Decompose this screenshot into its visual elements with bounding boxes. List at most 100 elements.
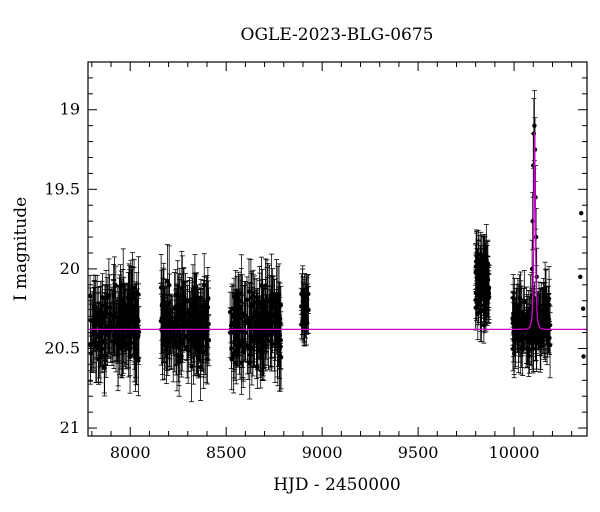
data-point: [179, 334, 185, 378]
data-point-marker: [520, 347, 525, 352]
data-point: [175, 295, 181, 350]
data-point-marker: [514, 312, 520, 317]
data-point-marker: [199, 319, 204, 324]
data-point: [579, 210, 584, 216]
data-point-marker: [135, 305, 140, 310]
data-point-marker: [176, 359, 182, 364]
data-point-marker: [189, 323, 194, 328]
data-point-marker: [277, 353, 283, 358]
data-point-marker: [99, 346, 105, 352]
data-point-marker: [87, 293, 93, 299]
data-point-marker: [196, 355, 201, 361]
data-point-marker: [579, 210, 584, 216]
data-point-marker: [182, 312, 188, 317]
data-point-marker: [111, 293, 116, 299]
data-point: [268, 285, 274, 359]
data-point-marker: [541, 302, 546, 308]
data-point-marker: [516, 326, 521, 331]
data-point: [201, 275, 207, 335]
data-point: [179, 255, 185, 336]
data-point-marker: [248, 339, 254, 344]
data-point-marker: [165, 278, 170, 284]
data-point-marker: [479, 271, 484, 277]
data-point: [134, 330, 140, 386]
data-point: [180, 299, 186, 353]
data-point: [473, 229, 479, 294]
data-point: [169, 294, 175, 370]
x-tick-label: 8500: [206, 443, 247, 462]
data-point-marker: [167, 335, 173, 340]
data-point-marker: [473, 305, 478, 310]
axis-ticks: [88, 61, 587, 436]
data-point-marker: [198, 342, 203, 348]
data-point-marker: [227, 330, 233, 335]
x-tick-label: 9000: [302, 443, 343, 462]
data-point: [204, 328, 210, 364]
data-point-marker: [250, 291, 256, 296]
data-point-marker: [301, 301, 306, 306]
data-point-marker: [180, 323, 185, 329]
data-point-marker: [268, 319, 274, 325]
data-point-marker: [130, 288, 135, 294]
data-point-marker: [134, 355, 140, 360]
data-point: [248, 321, 254, 362]
data-point: [510, 326, 516, 372]
data-point: [482, 285, 488, 324]
data-point-marker: [524, 316, 530, 321]
data-point-marker: [169, 329, 174, 335]
model-curve: [88, 132, 587, 331]
data-point-marker: [177, 309, 182, 314]
data-point-marker: [229, 320, 235, 325]
data-point-marker: [473, 259, 479, 264]
data-point-marker: [524, 329, 529, 334]
data-point: [94, 281, 100, 359]
data-point-marker: [255, 365, 260, 370]
data-point: [300, 265, 306, 316]
data-point-marker: [240, 349, 246, 355]
data-point-marker: [234, 323, 239, 328]
data-point-marker: [131, 318, 137, 323]
data-point-marker: [273, 319, 278, 325]
data-point-marker: [231, 353, 236, 359]
data-point: [131, 293, 137, 349]
data-point-marker: [127, 306, 133, 311]
data-point-marker: [532, 311, 537, 316]
data-point-marker: [164, 322, 170, 327]
data-point: [115, 318, 121, 392]
data-point-marker: [478, 290, 484, 296]
y-tick-label: 19.5: [44, 179, 80, 198]
data-point: [198, 312, 204, 378]
data-point-marker: [518, 310, 524, 316]
data-point: [541, 278, 547, 332]
data-point-marker: [202, 303, 207, 308]
data-point-marker: [115, 352, 121, 358]
data-point-marker: [511, 314, 516, 320]
data-point: [263, 258, 269, 313]
data-point-marker: [107, 311, 112, 317]
data-point-marker: [260, 344, 265, 350]
data-point-marker: [239, 305, 244, 311]
data-point: [267, 264, 273, 337]
data-point-marker: [234, 298, 240, 303]
data-point-marker: [538, 342, 543, 347]
data-point-marker: [300, 288, 305, 293]
data-point: [111, 313, 117, 369]
data-point-marker: [205, 343, 210, 349]
data-point-marker: [532, 123, 537, 128]
data-point-marker: [263, 337, 269, 343]
data-point: [192, 299, 198, 377]
data-point: [273, 296, 279, 347]
data-point-marker: [545, 318, 551, 324]
data-point-marker: [546, 296, 552, 301]
data-point-marker: [245, 346, 251, 351]
data-point-marker: [128, 297, 134, 302]
data-point: [245, 316, 251, 380]
data-point-marker: [103, 306, 109, 311]
data-point: [127, 285, 133, 332]
data-point: [99, 324, 105, 374]
data-point-marker: [236, 320, 241, 325]
data-point-marker: [113, 283, 119, 288]
data-point-marker: [119, 303, 124, 308]
y-tick-label: 19: [60, 100, 80, 119]
